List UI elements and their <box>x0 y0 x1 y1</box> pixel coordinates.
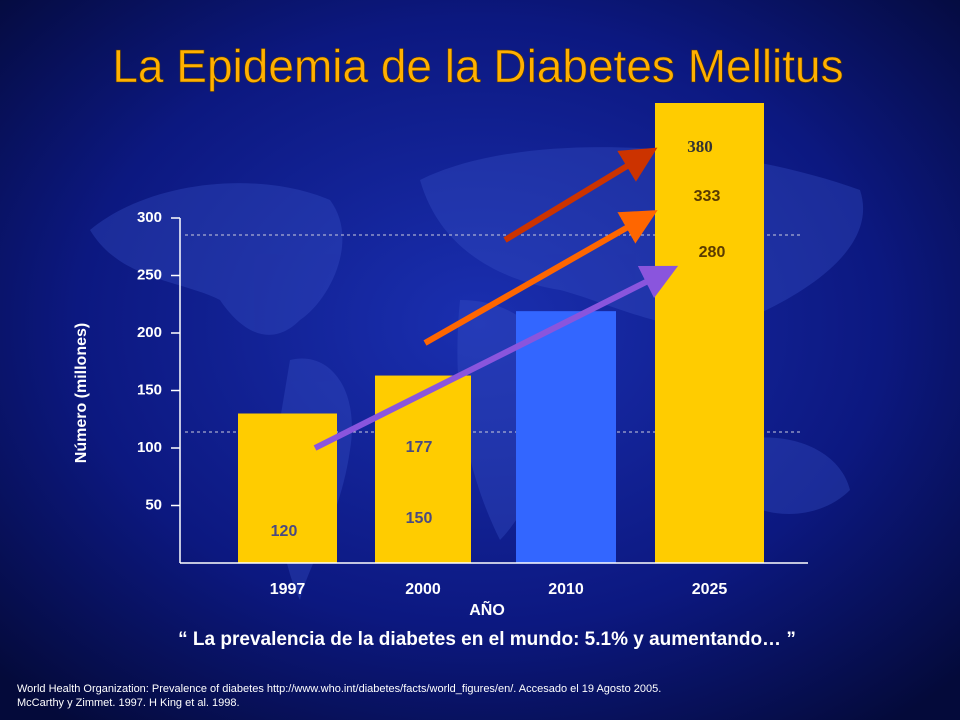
bar <box>238 413 337 563</box>
y-tick-label: 200 <box>137 324 162 341</box>
annotation: 150 <box>406 510 433 527</box>
annotations: 120 150 177 280 333 380 <box>271 137 726 540</box>
annotation: 120 <box>271 523 298 540</box>
x-tick-label: 2000 <box>405 581 441 598</box>
annotation: 280 <box>699 244 726 261</box>
x-tick-label: 2025 <box>692 581 728 598</box>
y-tick-label: 250 <box>137 266 162 283</box>
y-tick-label: 150 <box>137 381 162 398</box>
arrow <box>503 147 658 243</box>
arrows <box>313 147 679 451</box>
bar <box>655 103 764 563</box>
subtitle: “ La prevalencia de la diabetes en el mu… <box>178 629 796 650</box>
y-axis-label: Número (millones) <box>73 323 90 463</box>
annotation: 380 <box>687 137 713 156</box>
y-tick-label: 300 <box>137 209 162 226</box>
x-axis-label: AÑO <box>469 599 505 619</box>
y-tick-label: 50 <box>145 496 162 513</box>
arrow <box>423 210 658 346</box>
annotation: 333 <box>694 188 721 205</box>
x-tick-label: 2010 <box>548 581 584 598</box>
bar <box>375 375 471 563</box>
x-tick-label: 1997 <box>270 581 306 598</box>
arrow <box>313 265 679 451</box>
footnote: McCarthy y Zimmet. 1997. H King et al. 1… <box>17 697 240 709</box>
annotation: 177 <box>406 439 433 456</box>
chart-title: La Epidemia de la Diabetes Mellitus <box>112 40 843 92</box>
plot: 50 100 150 200 250 300 1997 2000 2010 2025 <box>137 103 808 598</box>
bar <box>516 311 616 563</box>
footnote: World Health Organization: Prevalence of… <box>17 683 661 695</box>
y-tick-label: 100 <box>137 439 162 456</box>
